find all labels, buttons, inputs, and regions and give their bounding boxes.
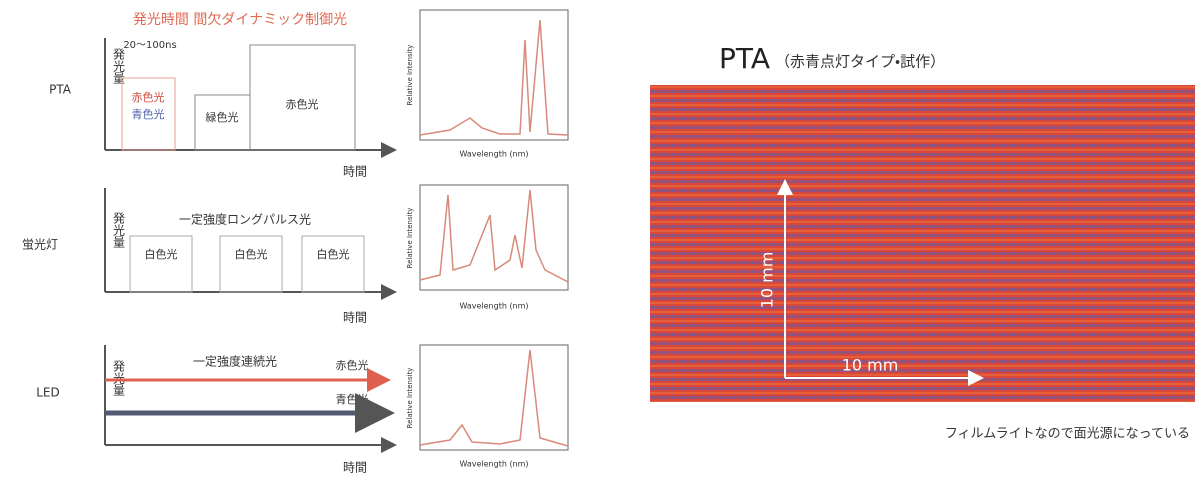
row-label: 蛍光灯 [22,238,58,252]
spectrum-2 [419,184,569,291]
spectrum-3 [419,344,569,451]
caption: 一定強度ロングパルス光 [179,213,311,227]
red-box [249,44,356,151]
box-label: 白色光 [145,247,178,261]
left-title: 発光時間 間欠ダイナミック制御光 [133,12,347,28]
horizontal-scale: 10 mm [842,356,899,375]
blue-label: 青色光 [132,107,165,121]
box-label: 白色光 [317,247,350,261]
spectrum-x-label: Wavelength (nm) [459,302,528,311]
vertical-scale: 10 mm [758,252,777,309]
x-label: 時間 [343,165,367,179]
right-title: PTA [719,42,770,75]
y-label: 発光量 [112,212,126,248]
box-label: 赤色光 [286,97,319,111]
right-caption: フィルムライトなので面光源になっている [945,427,1190,442]
spectrum-x-label: Wavelength (nm) [459,150,528,159]
spectrum-y-label: Relative Intensity [406,208,414,269]
box-label: 白色光 [235,247,268,261]
caption: 一定強度連続光 [193,355,277,369]
pulse-width: 20～100ns [123,40,176,51]
pulse-box [301,235,365,293]
y-label: 発光量 [112,360,126,396]
spectrum-1 [419,9,569,141]
x-label: 時間 [343,461,367,475]
pulse-box [121,77,176,151]
blue-label: 青色光 [336,392,369,406]
y-label: 発光量 [112,48,126,84]
red-label: 赤色光 [132,90,165,104]
red-label: 赤色光 [336,358,369,372]
photo [650,85,1195,402]
pulse-box [219,235,283,293]
spectrum-y-label: Relative Intensity [406,45,414,106]
row-label: LED [36,386,60,400]
row-label: PTA [49,83,72,97]
spectrum-x-label: Wavelength (nm) [459,460,528,469]
right-subtitle: （赤青点灯タイプ・試作） [775,53,945,71]
spectrum-y-label: Relative Intensity [406,368,414,429]
pulse-box [129,235,193,293]
box-label: 緑色光 [206,110,239,124]
x-label: 時間 [343,311,367,325]
